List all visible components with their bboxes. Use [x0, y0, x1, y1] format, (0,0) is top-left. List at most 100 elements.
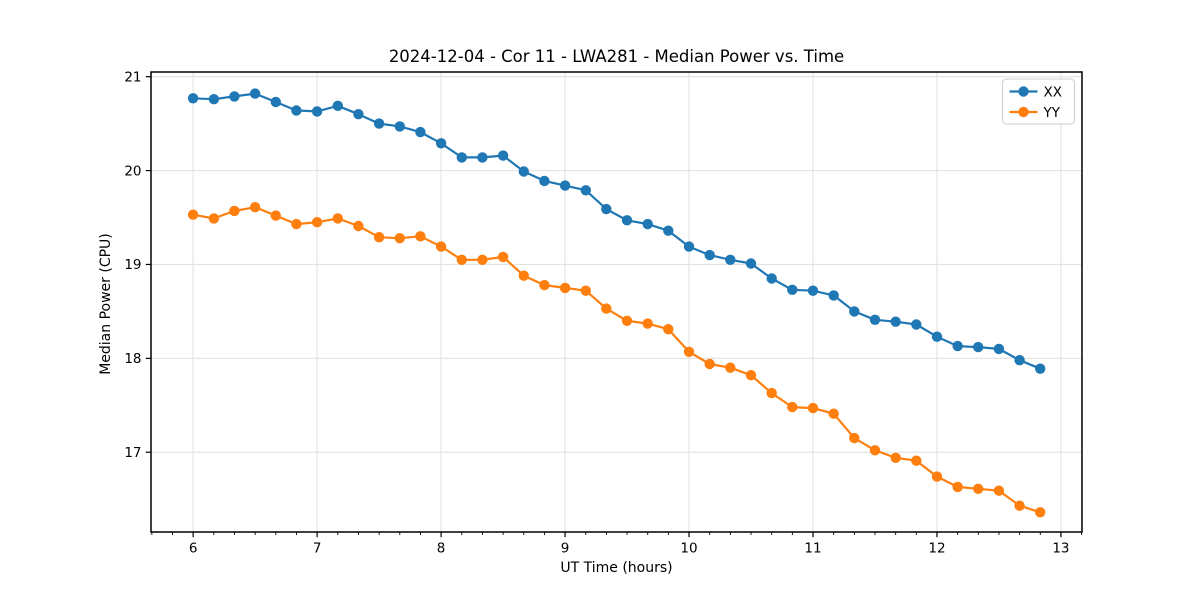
data-point-XX: [642, 218, 653, 230]
data-point-YY: [559, 282, 571, 294]
data-point-XX: [745, 258, 757, 269]
data-point-XX: [869, 314, 881, 325]
data-point-XX: [931, 331, 943, 342]
data-point-YY: [725, 362, 736, 373]
data-point-XX: [911, 319, 922, 330]
data-point-XX: [332, 100, 343, 112]
data-point-XX: [435, 138, 447, 149]
data-point-YY: [663, 324, 674, 335]
data-point-YY: [580, 285, 591, 296]
data-point-XX: [394, 121, 405, 132]
data-point-YY: [787, 401, 798, 413]
data-point-XX: [1014, 355, 1025, 366]
data-point-YY: [291, 218, 302, 230]
legend-sample-marker: [1018, 106, 1029, 118]
y-tick-label: 20: [124, 163, 141, 179]
data-point-XX: [766, 273, 777, 284]
x-tick-label: 6: [189, 541, 198, 557]
data-point-YY: [601, 303, 612, 314]
data-point-XX: [518, 166, 529, 177]
data-point-YY: [477, 254, 488, 265]
x-axis-label: UT Time (hours): [560, 560, 673, 576]
data-point-XX: [456, 152, 467, 163]
legend-label: XX: [1044, 84, 1063, 100]
data-point-YY: [249, 202, 261, 213]
y-tick-label: 19: [124, 257, 141, 273]
data-point-YY: [539, 279, 550, 291]
data-point-YY: [208, 213, 220, 224]
data-point-XX: [249, 88, 261, 99]
data-point-YY: [828, 408, 839, 419]
y-tick-label: 21: [124, 69, 141, 85]
data-point-XX: [477, 152, 488, 163]
data-point-YY: [1035, 507, 1046, 518]
data-point-XX: [270, 96, 281, 108]
data-point-XX: [373, 118, 385, 129]
data-point-YY: [642, 318, 653, 329]
legend-sample-marker: [1018, 86, 1029, 97]
data-point-YY: [766, 387, 777, 399]
y-tick-label: 18: [124, 351, 141, 367]
x-tick-label: 12: [928, 541, 945, 557]
data-point-YY: [973, 483, 984, 494]
data-point-XX: [828, 290, 839, 301]
x-tick-label: 13: [1052, 541, 1069, 557]
data-point-XX: [952, 340, 963, 352]
data-point-XX: [683, 241, 695, 252]
x-tick-label: 11: [804, 541, 821, 557]
data-point-XX: [539, 175, 550, 187]
data-point-YY: [518, 270, 529, 281]
data-point-XX: [849, 306, 860, 317]
data-point-YY: [1014, 500, 1025, 511]
data-point-XX: [725, 254, 736, 265]
y-tick-label: 17: [124, 445, 141, 461]
data-point-XX: [497, 150, 509, 161]
data-point-YY: [993, 485, 1005, 496]
data-point-YY: [353, 220, 364, 232]
data-point-YY: [807, 402, 819, 414]
x-tick-label: 9: [561, 541, 570, 557]
x-tick-label: 10: [680, 541, 697, 557]
data-point-XX: [663, 225, 674, 236]
data-point-YY: [931, 471, 943, 482]
data-point-XX: [621, 215, 633, 226]
x-tick-label: 7: [313, 541, 322, 557]
data-point-XX: [601, 203, 612, 215]
data-point-XX: [580, 185, 591, 196]
data-point-XX: [890, 316, 901, 327]
data-point-XX: [353, 109, 364, 120]
data-point-YY: [683, 346, 695, 357]
data-point-YY: [456, 254, 467, 265]
data-point-YY: [849, 432, 860, 444]
data-point-XX: [807, 285, 819, 296]
data-point-YY: [890, 452, 901, 463]
data-point-YY: [187, 209, 199, 220]
data-point-XX: [311, 106, 323, 117]
data-point-YY: [311, 217, 323, 228]
data-point-YY: [745, 370, 757, 381]
data-point-YY: [704, 358, 715, 370]
data-point-XX: [787, 284, 798, 295]
chart-title: 2024-12-04 - Cor 11 - LWA281 - Median Po…: [388, 47, 845, 66]
legend-box: [1002, 78, 1075, 125]
data-point-XX: [415, 126, 426, 138]
data-point-XX: [704, 249, 715, 261]
legend-label: YY: [1043, 105, 1061, 121]
data-point-YY: [229, 205, 240, 217]
data-point-YY: [621, 315, 633, 326]
data-point-XX: [229, 91, 240, 102]
plot-border: [150, 71, 1083, 533]
data-point-YY: [952, 481, 963, 493]
data-point-YY: [911, 455, 922, 466]
data-point-YY: [270, 210, 281, 221]
data-point-YY: [394, 233, 405, 244]
data-point-YY: [869, 445, 881, 456]
series-line-YY: [192, 206, 1041, 514]
data-point-YY: [415, 231, 426, 242]
data-point-YY: [435, 241, 447, 252]
data-point-XX: [208, 94, 220, 105]
data-point-YY: [373, 232, 385, 243]
y-axis-label: Median Power (CPU): [98, 233, 114, 375]
